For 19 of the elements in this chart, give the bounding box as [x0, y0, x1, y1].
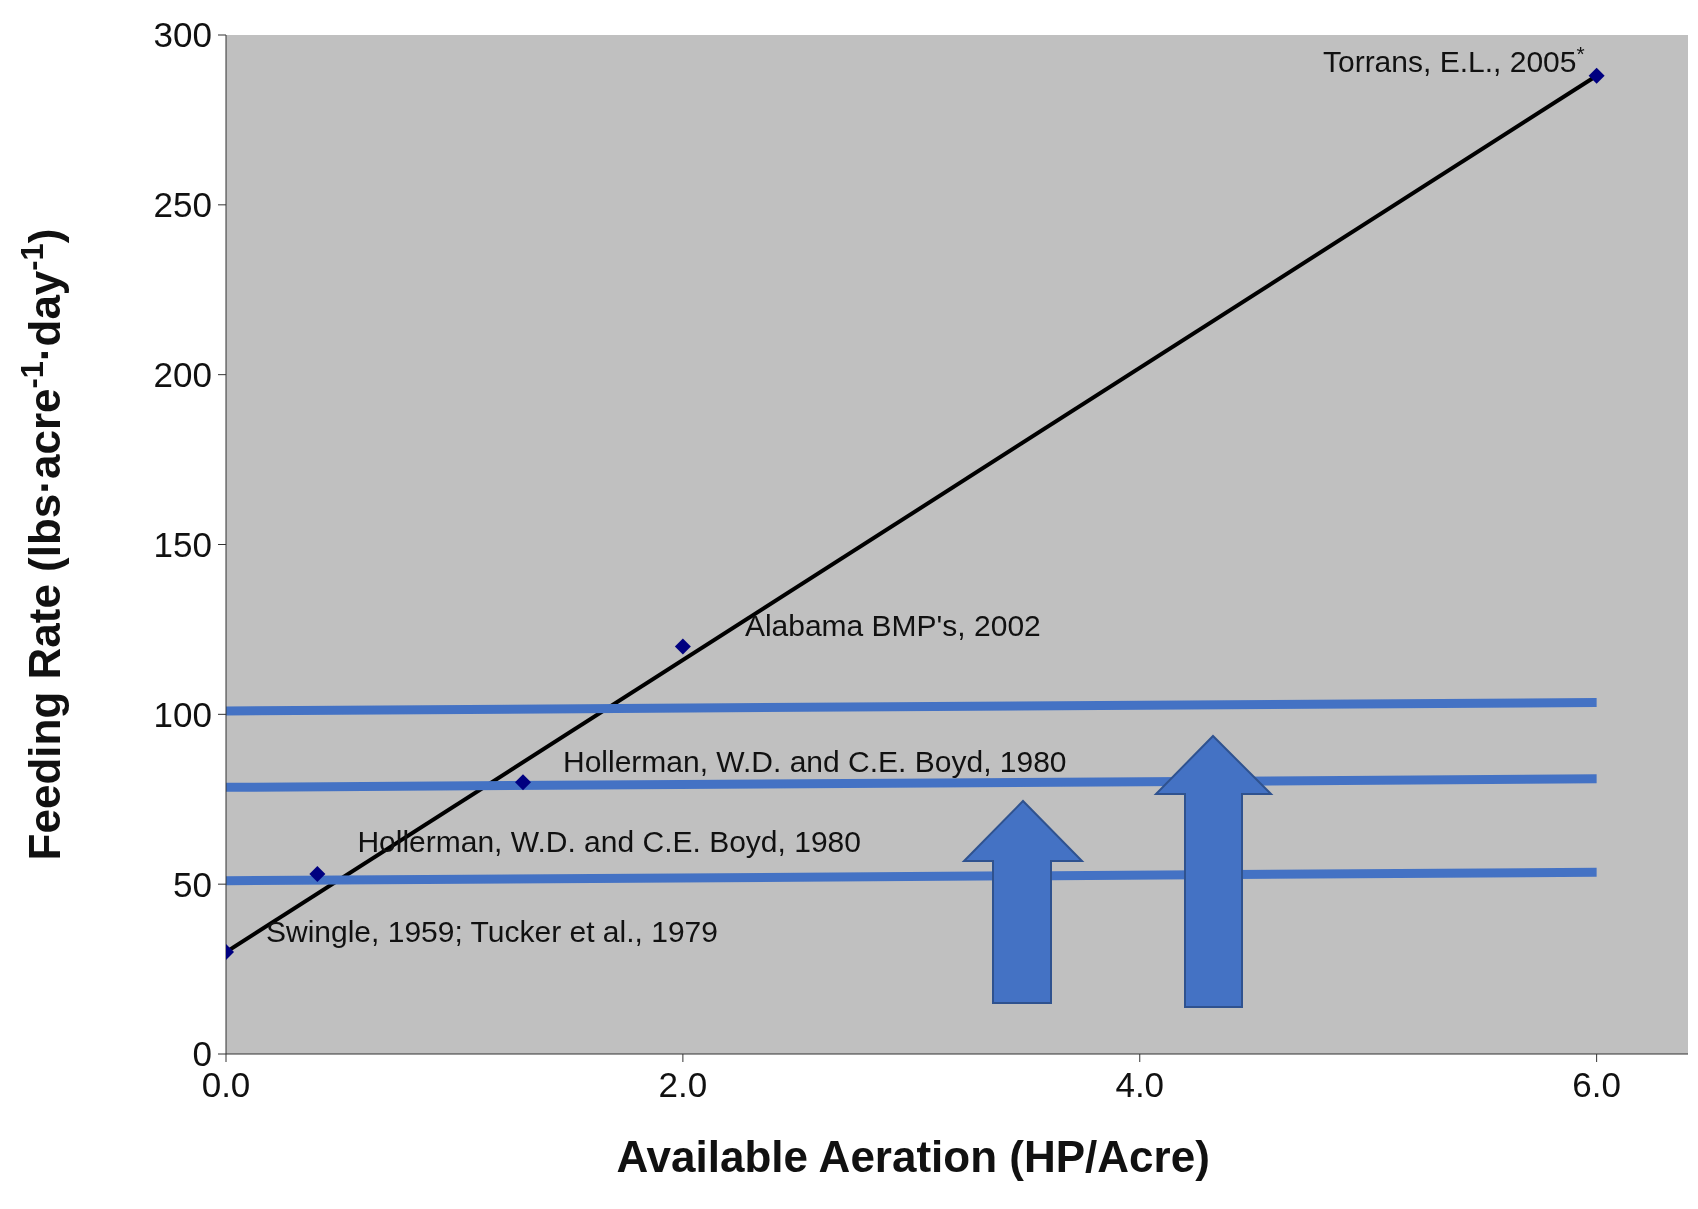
point: [309, 865, 326, 882]
annotation: Swingle, 1959; Tucker et al., 1979: [266, 915, 718, 949]
annotation: Alabama BMP's, 2002: [744, 609, 1041, 643]
x-tick-label: 6.0: [1572, 1064, 1621, 1104]
x-tick-label: 2.0: [658, 1064, 708, 1104]
y-tick-label: 50: [173, 864, 212, 904]
annotation: Torrans, E.L., 2005$^{*}$: [1322, 41, 1585, 78]
y-tick-label: 200: [153, 355, 212, 395]
y-tick-label: 300: [153, 15, 212, 55]
point: [674, 638, 691, 655]
point: [1588, 67, 1605, 84]
x-tick-label: 4.0: [1115, 1064, 1165, 1104]
y-tick-label: 150: [153, 524, 212, 564]
annotation: Hollerman, W.D. and C.E. Boyd, 1980: [562, 745, 1067, 779]
y-tick-label: 0: [192, 1034, 212, 1074]
point: [514, 774, 531, 791]
y-tick-label: 250: [153, 185, 212, 225]
y-tick-label: 100: [153, 694, 212, 734]
x-axis-title: Available Aeration (HP/Acre): [616, 1132, 1210, 1181]
